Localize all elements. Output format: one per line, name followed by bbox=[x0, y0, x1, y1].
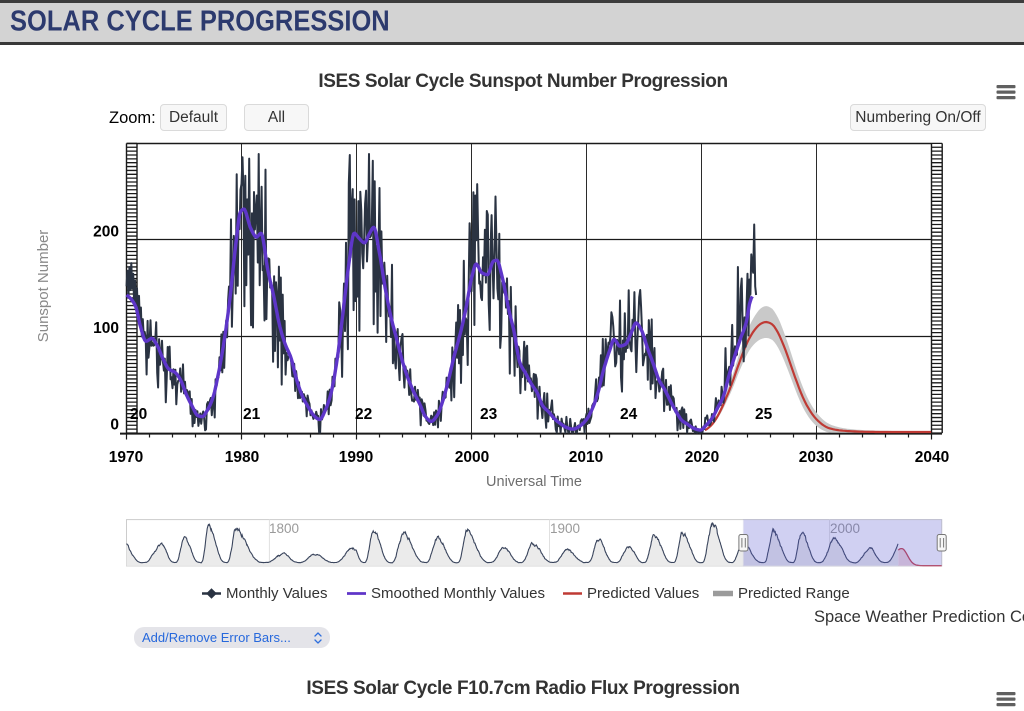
svg-text:1980: 1980 bbox=[225, 449, 259, 466]
svg-text:25: 25 bbox=[755, 406, 773, 423]
svg-text:1970: 1970 bbox=[109, 449, 143, 466]
svg-text:2030: 2030 bbox=[799, 449, 833, 466]
svg-text:21: 21 bbox=[243, 406, 261, 423]
svg-text:2020: 2020 bbox=[685, 449, 719, 466]
svg-text:Sunspot Number: Sunspot Number bbox=[35, 230, 52, 343]
svg-text:22: 22 bbox=[355, 406, 372, 423]
svg-text:1990: 1990 bbox=[339, 449, 373, 466]
svg-text:2000: 2000 bbox=[830, 521, 860, 536]
svg-text:24: 24 bbox=[620, 406, 638, 423]
svg-text:0: 0 bbox=[110, 417, 119, 434]
svg-text:2040: 2040 bbox=[915, 449, 949, 466]
svg-text:Universal Time: Universal Time bbox=[486, 474, 582, 490]
svg-text:2010: 2010 bbox=[569, 449, 603, 466]
svg-text:20: 20 bbox=[130, 406, 147, 423]
svg-text:23: 23 bbox=[480, 406, 498, 423]
svg-text:200: 200 bbox=[93, 224, 119, 241]
svg-text:1800: 1800 bbox=[269, 521, 299, 536]
svg-text:1900: 1900 bbox=[550, 521, 580, 536]
svg-text:100: 100 bbox=[93, 320, 119, 337]
svg-text:2000: 2000 bbox=[455, 449, 489, 466]
